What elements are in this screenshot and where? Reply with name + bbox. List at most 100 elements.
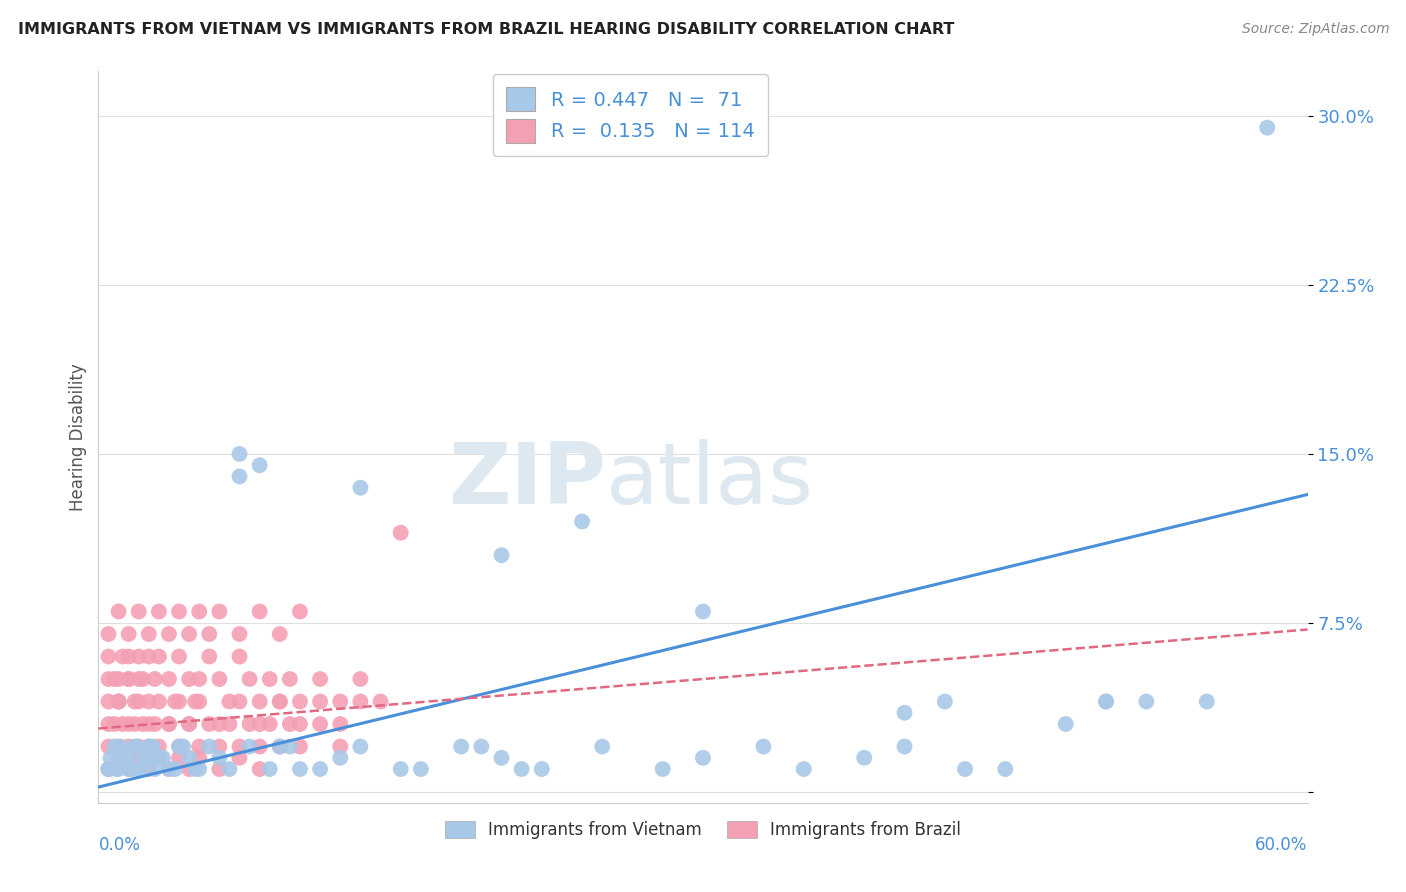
- Point: [125, 739, 148, 754]
- Point: [188, 739, 211, 754]
- Point: [163, 694, 186, 708]
- Text: IMMIGRANTS FROM VIETNAM VS IMMIGRANTS FROM BRAZIL HEARING DISABILITY CORRELATION: IMMIGRANTS FROM VIETNAM VS IMMIGRANTS FR…: [18, 22, 955, 37]
- Point: [103, 717, 125, 731]
- Point: [1054, 717, 1077, 731]
- Point: [228, 694, 250, 708]
- Point: [571, 515, 593, 529]
- Point: [228, 627, 250, 641]
- Point: [249, 458, 271, 473]
- Point: [953, 762, 976, 776]
- Point: [228, 739, 250, 754]
- Point: [148, 751, 170, 765]
- Point: [163, 762, 186, 776]
- Point: [132, 717, 155, 731]
- Point: [228, 751, 250, 765]
- Text: 60.0%: 60.0%: [1256, 836, 1308, 854]
- Point: [128, 649, 150, 664]
- Point: [349, 739, 371, 754]
- Point: [97, 672, 120, 686]
- Point: [97, 762, 120, 776]
- Point: [893, 739, 915, 754]
- Point: [239, 739, 262, 754]
- Point: [97, 762, 120, 776]
- Point: [128, 762, 150, 776]
- Point: [288, 762, 311, 776]
- Point: [218, 762, 240, 776]
- Point: [288, 694, 311, 708]
- Point: [651, 762, 673, 776]
- Point: [278, 739, 301, 754]
- Point: [208, 605, 231, 619]
- Text: Source: ZipAtlas.com: Source: ZipAtlas.com: [1241, 22, 1389, 37]
- Point: [309, 672, 332, 686]
- Point: [389, 762, 412, 776]
- Point: [198, 717, 221, 731]
- Point: [138, 627, 160, 641]
- Point: [228, 469, 250, 483]
- Point: [172, 739, 194, 754]
- Point: [97, 717, 120, 731]
- Point: [107, 672, 129, 686]
- Point: [128, 605, 150, 619]
- Point: [143, 762, 166, 776]
- Point: [1095, 694, 1118, 708]
- Point: [793, 762, 815, 776]
- Point: [167, 739, 190, 754]
- Point: [370, 694, 392, 708]
- Point: [157, 762, 180, 776]
- Point: [118, 649, 141, 664]
- Point: [249, 694, 271, 708]
- Point: [128, 672, 150, 686]
- Point: [179, 717, 201, 731]
- Point: [269, 627, 291, 641]
- Point: [692, 605, 714, 619]
- Point: [184, 762, 207, 776]
- Point: [994, 762, 1017, 776]
- Point: [184, 694, 207, 708]
- Point: [450, 739, 472, 754]
- Point: [128, 751, 150, 765]
- Point: [167, 739, 190, 754]
- Point: [329, 694, 352, 708]
- Point: [249, 739, 271, 754]
- Point: [228, 447, 250, 461]
- Point: [188, 751, 211, 765]
- Point: [167, 649, 190, 664]
- Point: [491, 548, 513, 562]
- Point: [167, 605, 190, 619]
- Point: [124, 717, 146, 731]
- Point: [591, 739, 613, 754]
- Point: [167, 694, 190, 708]
- Point: [752, 739, 775, 754]
- Point: [249, 605, 271, 619]
- Point: [148, 751, 170, 765]
- Point: [111, 751, 134, 765]
- Point: [893, 706, 915, 720]
- Text: ZIP: ZIP: [449, 440, 606, 523]
- Point: [157, 717, 180, 731]
- Point: [128, 694, 150, 708]
- Point: [111, 717, 134, 731]
- Point: [198, 739, 221, 754]
- Point: [198, 649, 221, 664]
- Point: [179, 762, 201, 776]
- Legend: Immigrants from Vietnam, Immigrants from Brazil: Immigrants from Vietnam, Immigrants from…: [439, 814, 967, 846]
- Point: [218, 694, 240, 708]
- Point: [188, 762, 211, 776]
- Point: [97, 649, 120, 664]
- Point: [157, 717, 180, 731]
- Point: [853, 751, 876, 765]
- Point: [208, 751, 231, 765]
- Point: [107, 694, 129, 708]
- Point: [1195, 694, 1218, 708]
- Point: [329, 739, 352, 754]
- Point: [208, 762, 231, 776]
- Point: [259, 717, 281, 731]
- Point: [138, 649, 160, 664]
- Point: [129, 762, 152, 776]
- Point: [152, 751, 174, 765]
- Point: [111, 649, 134, 664]
- Point: [288, 717, 311, 731]
- Point: [107, 751, 129, 765]
- Point: [167, 751, 190, 765]
